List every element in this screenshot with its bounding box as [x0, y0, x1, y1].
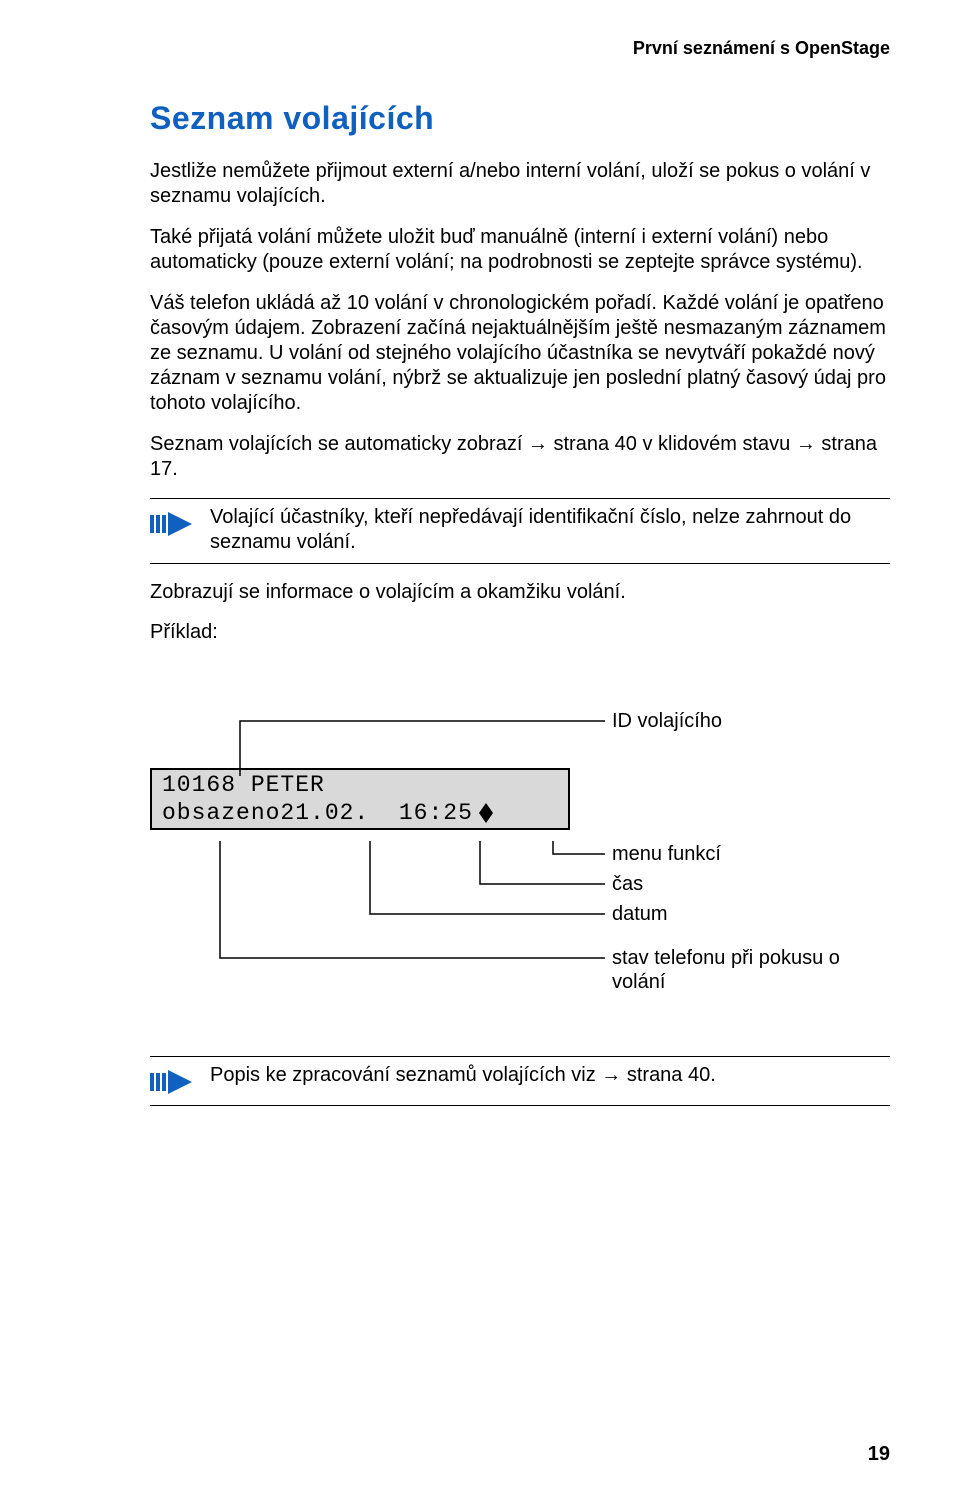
- display-time: 16:25: [399, 800, 473, 828]
- paragraph-5: Zobrazují se informace o volajícím a oka…: [150, 580, 890, 605]
- callout-phone-state: stav telefonu při pokusu o volání: [612, 946, 872, 994]
- paragraph-1: Jestliže nemůžete přijmout externí a/neb…: [150, 159, 890, 209]
- callout-menu: menu funkcí: [612, 842, 721, 866]
- note-arrow-icon: [150, 1067, 192, 1097]
- note-block-2: Popis ke zpracování seznamů volajících v…: [150, 1056, 890, 1106]
- note-arrow-icon: [150, 509, 192, 539]
- page-title: Seznam volajících: [150, 100, 890, 137]
- phone-display: 10168 PETER obsazeno21.02. 16:25: [150, 768, 570, 830]
- callout-time: čas: [612, 872, 643, 896]
- paragraph-2: Také přijatá volání můžete uložit buď ma…: [150, 225, 890, 275]
- display-line-1: 10168 PETER: [162, 772, 558, 800]
- display-status: obsazeno: [162, 800, 280, 828]
- display-date: 21.02.: [280, 800, 369, 828]
- note-block-1: Volající účastníky, kteří nepředávají id…: [150, 498, 890, 564]
- running-header: První seznámení s OpenStage: [633, 38, 890, 59]
- callout-lines: [150, 676, 890, 1056]
- example-label: Příklad:: [150, 621, 890, 644]
- page-number: 19: [868, 1443, 890, 1466]
- note-text-1: Volající účastníky, kteří nepředávají id…: [210, 505, 890, 555]
- callout-date: datum: [612, 902, 668, 926]
- updown-icon: [479, 803, 493, 823]
- paragraph-4: Seznam volajících se automaticky zobrazí…: [150, 432, 890, 482]
- callout-caller-id: ID volajícího: [612, 709, 722, 733]
- note-text-2: Popis ke zpracování seznamů volajících v…: [210, 1063, 716, 1088]
- example-diagram: 10168 PETER obsazeno21.02. 16:25 ID vola…: [150, 676, 890, 1056]
- paragraph-3: Váš telefon ukládá až 10 volání v chrono…: [150, 291, 890, 416]
- display-line-2: obsazeno21.02. 16:25: [162, 800, 558, 828]
- page-content: Seznam volajících Jestliže nemůžete přij…: [150, 100, 890, 1122]
